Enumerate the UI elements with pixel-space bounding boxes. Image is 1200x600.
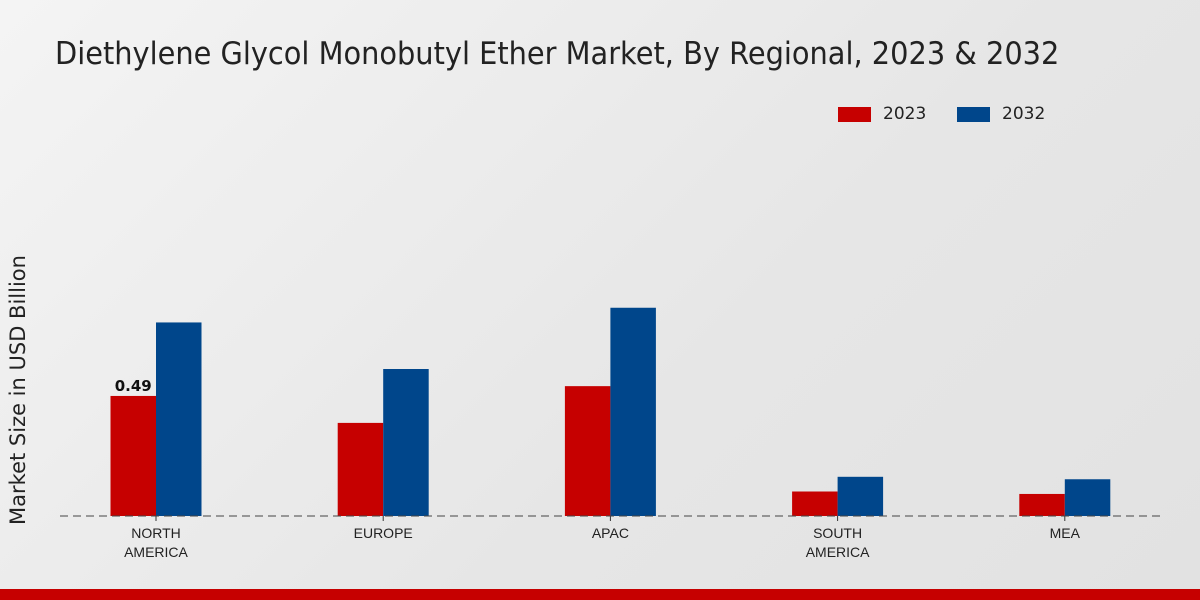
x-tick-label: EUROPE (354, 525, 413, 541)
bar-2023-apac (564, 386, 611, 516)
legend-swatch-2032 (957, 106, 990, 122)
bar-2023-south-america (792, 491, 838, 516)
x-tick-label: NORTH AMERICA (124, 525, 188, 560)
legend-item-2032: 2032 (957, 104, 1045, 124)
bar-2032-europe (383, 369, 429, 516)
bar-2023-europe (337, 422, 384, 516)
x-tick-label: MEA (1050, 525, 1081, 541)
bar-2032-south-america (837, 476, 884, 516)
legend-item-2023: 2023 (838, 104, 926, 124)
bar-2032-north-america (156, 322, 202, 516)
x-tick-label: APAC (592, 525, 629, 541)
bar-2023-mea (1019, 493, 1065, 516)
bar-2032-mea (1064, 479, 1111, 516)
legend-label-2023: 2023 (883, 104, 927, 124)
legend-label-2032: 2032 (1002, 104, 1046, 124)
x-tick-label: SOUTH AMERICA (806, 525, 870, 560)
legend-swatch-2023 (838, 106, 871, 122)
footer-bar (0, 589, 1200, 600)
chart-title: Diethylene Glycol Monobutyl Ether Market… (55, 36, 1060, 72)
bar-2023-north-america (110, 395, 156, 516)
data-label: 0.49 (115, 377, 152, 395)
bar-2032-apac (610, 307, 656, 516)
